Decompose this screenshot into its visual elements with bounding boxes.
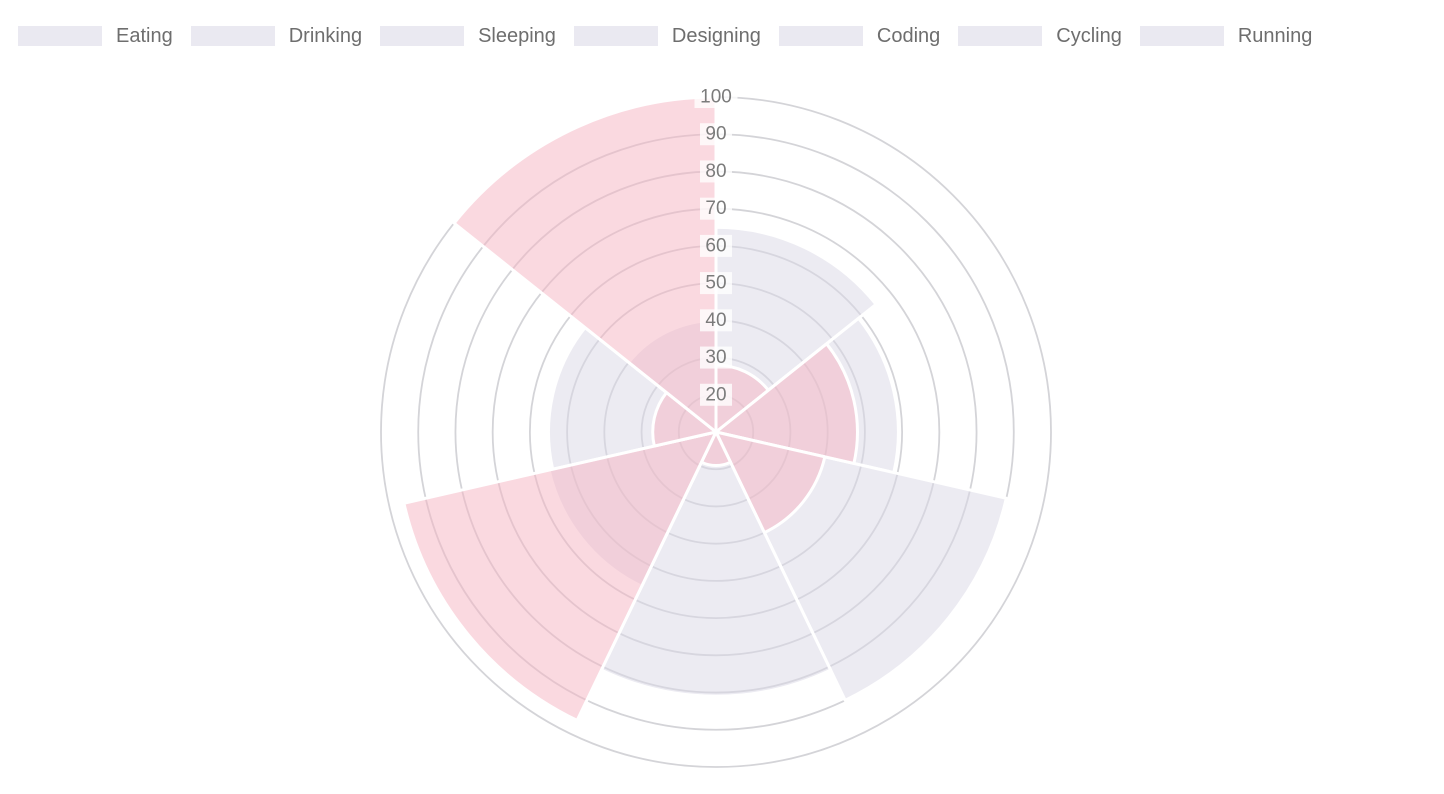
tick-label-80: 80 — [705, 161, 726, 182]
tick-label-70: 70 — [705, 198, 726, 219]
legend-swatch — [778, 26, 863, 46]
tick-label-90: 90 — [705, 124, 726, 145]
sector-pink-series-drinking[interactable] — [714, 342, 859, 465]
legend-swatch — [190, 26, 275, 46]
legend-item-running[interactable]: Running — [1139, 24, 1313, 48]
legend-label: Coding — [876, 25, 941, 47]
tick-label-50: 50 — [705, 273, 726, 294]
tick-backdrop — [700, 383, 732, 406]
tick-backdrop — [700, 234, 732, 257]
sector-pink-series-running[interactable] — [452, 95, 718, 434]
tick-backdrop — [700, 272, 732, 295]
legend-item-designing[interactable]: Designing — [573, 24, 761, 48]
legend-swatch — [1139, 26, 1224, 46]
sector-pink-series-sleeping[interactable] — [714, 430, 827, 535]
legend-label: Drinking — [288, 25, 363, 47]
tick-backdrop — [700, 346, 732, 369]
tick-label-60: 60 — [705, 235, 726, 256]
tick-label-30: 30 — [705, 347, 726, 368]
tick-backdrop — [700, 309, 732, 332]
sector-pink-series-coding[interactable] — [402, 430, 718, 722]
legend-item-drinking[interactable]: Drinking — [190, 24, 363, 48]
legend-label: Designing — [671, 25, 761, 47]
legend-label: Sleeping — [478, 25, 556, 47]
tick-label-100: 100 — [700, 87, 732, 108]
legend-item-coding[interactable]: Coding — [778, 24, 941, 48]
legend-item-cycling[interactable]: Cycling — [958, 24, 1122, 48]
legend-label: Cycling — [1056, 25, 1122, 47]
legend-swatch — [958, 26, 1043, 46]
legend-item-eating[interactable]: Eating — [18, 24, 173, 48]
tick-label-40: 40 — [705, 310, 726, 331]
sector-gray-series-designing[interactable] — [599, 430, 833, 698]
tick-backdrop — [694, 86, 738, 108]
tick-backdrop — [700, 160, 732, 183]
tick-backdrop — [700, 197, 732, 220]
legend-swatch — [18, 26, 102, 46]
legend-label: Running — [1237, 25, 1313, 47]
legend-swatch — [573, 26, 658, 46]
legend-item-sleeping[interactable]: Sleeping — [380, 24, 556, 48]
chart-legend: Eating Drinking Sleeping Designing Coding Cyc… — [18, 24, 1426, 48]
legend-swatch — [380, 26, 465, 46]
legend-label: Eating — [116, 25, 173, 47]
tick-label-20: 20 — [705, 384, 726, 405]
tick-backdrop — [700, 123, 732, 146]
